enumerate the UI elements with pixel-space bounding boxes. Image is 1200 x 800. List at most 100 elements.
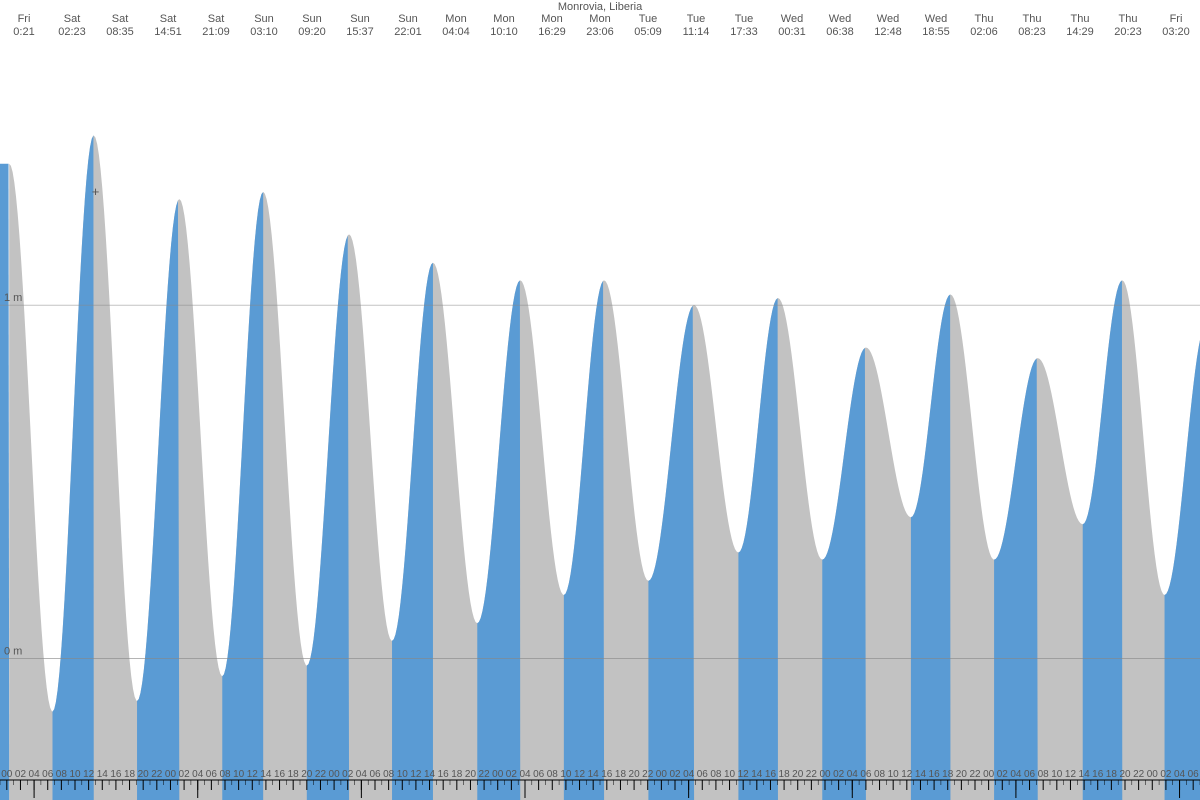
x-hour-label: 06 [697, 769, 709, 780]
top-label-time: 10:10 [490, 26, 518, 38]
x-hour-label: 08 [56, 769, 68, 780]
x-hour-label: 20 [301, 769, 313, 780]
x-hour-label: 10 [69, 769, 81, 780]
x-hour-label: 18 [779, 769, 791, 780]
top-label-time: 16:29 [538, 26, 566, 38]
top-label-time: 09:20 [298, 26, 326, 38]
x-hour-label: 22 [315, 769, 327, 780]
x-hour-label: 02 [342, 769, 354, 780]
x-hour-label: 16 [929, 769, 941, 780]
top-label-day: Fri [1170, 13, 1183, 25]
top-label-day: Thu [1119, 13, 1138, 25]
x-hour-label: 20 [1119, 769, 1131, 780]
x-hour-label: 18 [942, 769, 954, 780]
x-hour-label: 06 [533, 769, 545, 780]
x-hour-label: 22 [1133, 769, 1145, 780]
tide-area-blue [137, 200, 179, 800]
top-label-day: Mon [445, 13, 466, 25]
top-label-time: 04:04 [442, 26, 470, 38]
tide-area-blue [822, 348, 866, 800]
x-hour-label: 16 [765, 769, 777, 780]
top-label-time: 05:09 [634, 26, 662, 38]
top-label-time: 03:20 [1162, 26, 1190, 38]
x-hour-label: 14 [260, 769, 272, 780]
x-hour-label: 22 [642, 769, 654, 780]
x-hour-label: 12 [247, 769, 259, 780]
x-hour-label: 02 [15, 769, 27, 780]
top-label-day: Tue [735, 13, 754, 25]
x-hour-label: 18 [451, 769, 463, 780]
x-hour-label: 14 [1079, 769, 1091, 780]
tide-area-blue [1083, 280, 1123, 800]
x-hour-label: 18 [288, 769, 300, 780]
y-axis-label: 0 m [4, 646, 22, 658]
x-hour-label: 20 [956, 769, 968, 780]
tide-area-blue [994, 358, 1038, 800]
y-axis-label: 1 m [4, 292, 22, 304]
x-hour-label: 06 [860, 769, 872, 780]
top-label-time: 08:23 [1018, 26, 1046, 38]
x-hour-label: 10 [560, 769, 572, 780]
top-label-time: 14:29 [1066, 26, 1094, 38]
x-hour-label: 20 [465, 769, 477, 780]
x-hour-label: 12 [1065, 769, 1077, 780]
top-label-day: Sat [208, 13, 225, 25]
x-hour-label: 04 [519, 769, 531, 780]
top-label-time: 14:51 [154, 26, 182, 38]
tide-area-blue [911, 295, 951, 800]
top-label-time: 20:23 [1114, 26, 1142, 38]
top-label-time: 0:21 [13, 26, 34, 38]
tide-area-blue [738, 298, 778, 800]
top-label-time: 21:09 [202, 26, 230, 38]
top-label-time: 02:23 [58, 26, 86, 38]
x-hour-label: 16 [1092, 769, 1104, 780]
x-hour-label: 14 [588, 769, 600, 780]
x-hour-label: 06 [206, 769, 218, 780]
x-hour-label: 04 [192, 769, 204, 780]
tide-area-blue [648, 306, 694, 800]
tide-area-blue [477, 280, 520, 800]
tide-chart: 0 m1 m+Monrovia, LiberiaFri0:21Sat02:23S… [0, 0, 1200, 800]
top-label-day: Thu [1023, 13, 1042, 25]
top-label-day: Mon [493, 13, 514, 25]
top-label-day: Tue [687, 13, 706, 25]
x-hour-label: 14 [751, 769, 763, 780]
x-hour-label: 06 [1024, 769, 1036, 780]
top-label-time: 08:35 [106, 26, 134, 38]
top-label-day: Thu [975, 13, 994, 25]
top-label-time: 17:33 [730, 26, 758, 38]
x-hour-label: 00 [983, 769, 995, 780]
x-hour-label: 02 [833, 769, 845, 780]
top-label-time: 15:37 [346, 26, 374, 38]
x-hour-label: 16 [601, 769, 613, 780]
top-label-day: Fri [18, 13, 31, 25]
top-label-day: Sat [112, 13, 129, 25]
top-label-day: Mon [541, 13, 562, 25]
x-hour-label: 12 [574, 769, 586, 780]
x-hour-label: 20 [629, 769, 641, 780]
x-hour-label: 02 [179, 769, 191, 780]
x-hour-label: 02 [997, 769, 1009, 780]
x-hour-label: 08 [547, 769, 559, 780]
x-hour-label: 06 [42, 769, 54, 780]
top-label-time: 11:14 [683, 26, 710, 38]
x-hour-label: 10 [888, 769, 900, 780]
x-hour-label: 00 [329, 769, 341, 780]
x-hour-label: 14 [915, 769, 927, 780]
tide-area-blue [0, 164, 9, 800]
top-label-day: Sun [350, 13, 370, 25]
x-hour-label: 16 [274, 769, 286, 780]
top-label-time: 03:10 [250, 26, 278, 38]
top-label-day: Sat [160, 13, 177, 25]
x-hour-label: 08 [383, 769, 395, 780]
top-label-day: Wed [781, 13, 803, 25]
top-label-day: Mon [589, 13, 610, 25]
x-hour-label: 06 [369, 769, 381, 780]
x-hour-label: 12 [410, 769, 422, 780]
top-label-time: 22:01 [394, 26, 422, 38]
x-hour-label: 04 [1174, 769, 1186, 780]
x-hour-label: 18 [615, 769, 627, 780]
top-label-time: 02:06 [970, 26, 998, 38]
top-label-day: Wed [925, 13, 947, 25]
x-hour-label: 04 [1010, 769, 1022, 780]
